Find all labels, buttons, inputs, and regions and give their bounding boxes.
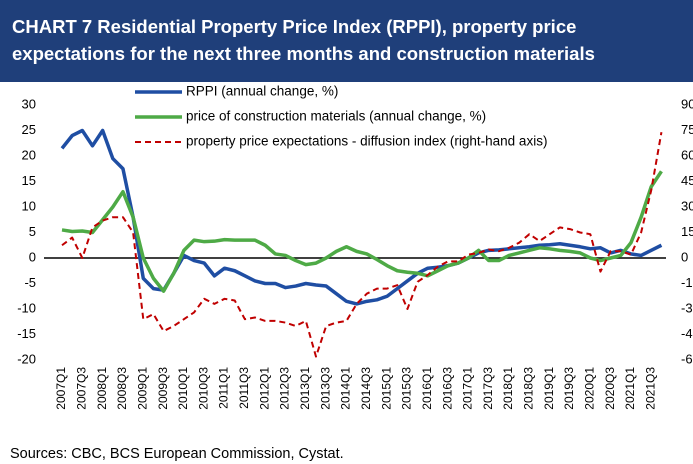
x-tick-label: 2015Q1: [379, 367, 393, 410]
y2-tick-label: -45: [681, 326, 693, 341]
legend-label: property price expectations - diffusion …: [186, 134, 547, 149]
x-tick-label: 2013Q1: [298, 367, 312, 410]
series-line: [61, 132, 663, 358]
legend-bg: [132, 82, 592, 102]
x-tick-label: 2010Q1: [176, 367, 190, 410]
y-tick-label: 20: [22, 147, 36, 162]
x-tick-label: 2016Q1: [420, 367, 434, 410]
x-tick-label: 2017Q1: [461, 367, 475, 410]
series-line: [61, 170, 663, 293]
x-tick-label: 2012Q3: [278, 367, 292, 410]
y2-tick-label: 60: [681, 147, 693, 162]
x-tick-label: 2009Q1: [135, 367, 149, 410]
legend-bg: [132, 107, 592, 127]
y-tick-label: 30: [22, 96, 36, 111]
x-tick-label: 2007Q3: [74, 367, 88, 410]
y2-tick-label: 90: [681, 96, 693, 111]
y-tick-label: -20: [17, 351, 36, 366]
x-tick-label: 2019Q1: [542, 367, 556, 410]
y-tick-label: -10: [17, 300, 36, 315]
x-tick-label: 2018Q3: [522, 367, 536, 410]
x-tick-label: 2013Q3: [318, 367, 332, 410]
x-tick-label: 2010Q3: [196, 367, 210, 410]
legend-label: price of construction materials (annual …: [186, 109, 486, 124]
x-tick-label: 2021Q1: [623, 367, 637, 410]
y2-tick-label: 75: [681, 122, 693, 137]
x-tick-label: 2014Q3: [359, 367, 373, 410]
y2-tick-label: 45: [681, 173, 693, 188]
x-tick-label: 2019Q3: [562, 367, 576, 410]
x-tick-label: 2014Q1: [339, 367, 353, 410]
y-tick-label: -5: [24, 275, 36, 290]
legend-label: RPPI (annual change, %): [186, 84, 338, 99]
x-tick-label: 2015Q3: [400, 367, 414, 410]
source-note: Sources: CBC, BCS European Commission, C…: [10, 446, 344, 462]
y2-tick-label: 0: [681, 249, 688, 264]
x-tick-label: 2016Q3: [440, 367, 454, 410]
chart-title: CHART 7 Residential Property Price Index…: [0, 0, 693, 82]
x-tick-label: 2020Q3: [603, 367, 617, 410]
y2-tick-label: -15: [681, 275, 693, 290]
x-tick-label: 2007Q1: [54, 367, 68, 410]
y-tick-label: 10: [22, 198, 36, 213]
y-tick-label: 15: [22, 173, 36, 188]
y2-tick-label: 30: [681, 198, 693, 213]
x-tick-label: 2021Q3: [643, 367, 657, 410]
y-tick-label: -15: [17, 326, 36, 341]
x-tick-label: 2009Q3: [156, 367, 170, 410]
x-tick-label: 2008Q1: [95, 367, 109, 410]
y2-tick-label: 15: [681, 224, 693, 239]
x-tick-label: 2018Q1: [501, 367, 515, 410]
y-tick-label: 0: [29, 249, 36, 264]
x-tick-label: 2020Q1: [582, 367, 596, 410]
y-tick-label: 25: [22, 122, 36, 137]
y-tick-label: 5: [29, 224, 36, 239]
x-tick-label: 2011Q1: [217, 367, 231, 409]
x-tick-label: 2008Q3: [115, 367, 129, 410]
y2-tick-label: -30: [681, 300, 693, 315]
y2-tick-label: -60: [681, 351, 693, 366]
x-tick-label: 2017Q3: [481, 367, 495, 410]
legend-bg: [132, 132, 592, 152]
chart: Sources: CBC, BCS European Commission, C…: [10, 82, 693, 462]
x-tick-label: 2011Q3: [237, 367, 251, 409]
x-tick-label: 2012Q1: [257, 367, 271, 410]
